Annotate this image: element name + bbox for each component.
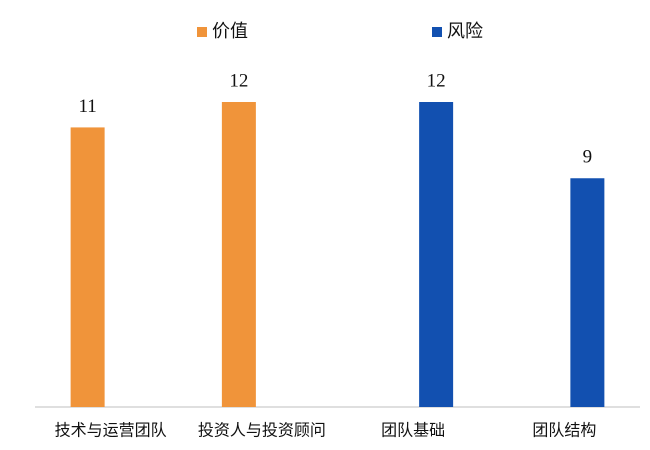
bar <box>419 102 454 407</box>
x-tick-label: 团队结构 <box>532 422 596 440</box>
legend-label: 风险 <box>447 21 483 41</box>
value-label: 12 <box>427 70 446 91</box>
legend-label: 价值 <box>212 21 248 41</box>
bar <box>570 178 605 407</box>
value-label: 11 <box>78 96 96 117</box>
bar <box>221 102 256 407</box>
value-label: 12 <box>229 70 248 91</box>
x-tick-label: 技术与运营团队 <box>55 422 167 440</box>
bar <box>70 127 105 408</box>
x-tick-label: 投资人与投资顾问 <box>198 422 326 440</box>
value-label: 9 <box>583 147 593 168</box>
legend-swatch <box>432 27 442 37</box>
x-tick-label: 团队基础 <box>381 422 445 440</box>
legend-swatch <box>197 27 207 37</box>
